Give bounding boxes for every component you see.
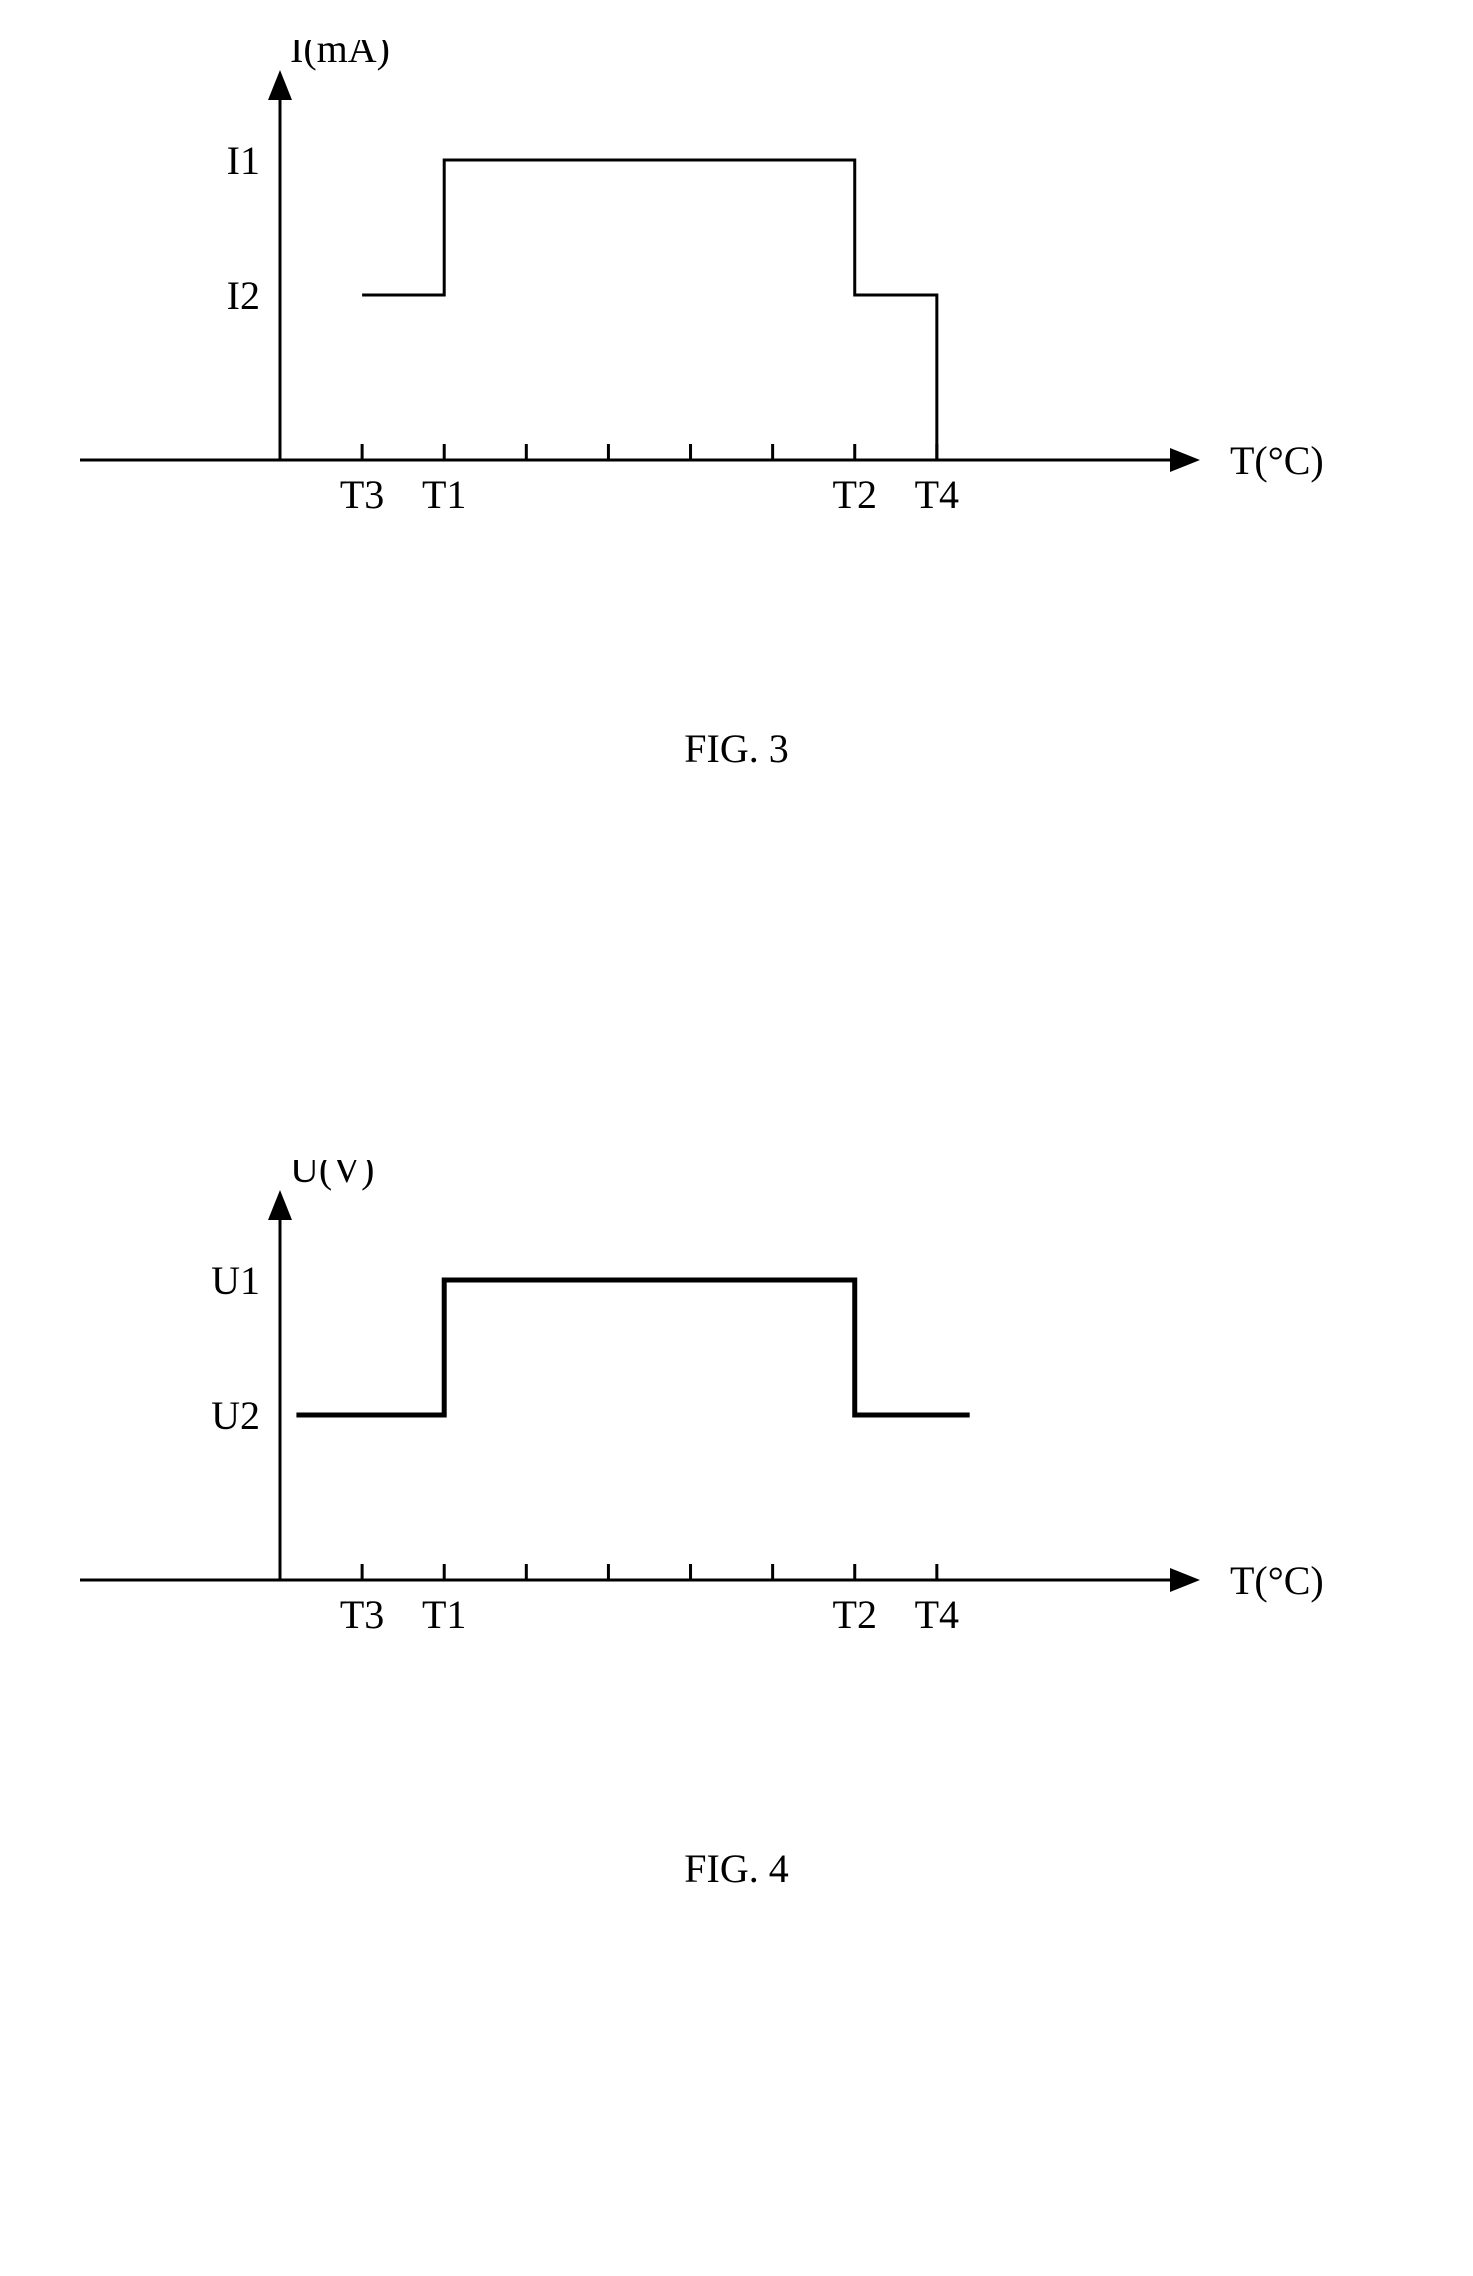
step-curve <box>362 160 937 460</box>
x-tick-label: T1 <box>422 472 466 517</box>
step-curve <box>296 1280 969 1415</box>
x-tick-label: T2 <box>833 1592 877 1637</box>
y-tick-label: I1 <box>227 138 260 183</box>
page: I(mA)T(°C)I1I2T3T1T2T4 FIG. 3 U(V)T(°C)U… <box>0 0 1473 2276</box>
x-tick-label: T3 <box>340 472 384 517</box>
figure-3: I(mA) T(°C) I1 I2 T3 T1 T2 T4 FIG. 3 <box>0 40 1473 772</box>
x-tick-label: T2 <box>833 472 877 517</box>
fig4-caption: FIG. 4 <box>0 1845 1473 1892</box>
y-tick-label: U2 <box>211 1393 260 1438</box>
y-tick-label: I2 <box>227 273 260 318</box>
x-axis-label: T(°C) <box>1230 1558 1324 1603</box>
fig3-chart: I(mA) T(°C) I1 I2 T3 T1 T2 T4 <box>0 40 1473 600</box>
x-tick-label: T4 <box>915 1592 959 1637</box>
y-axis-label: U(V) <box>290 1160 374 1191</box>
fig3-caption: FIG. 3 <box>0 725 1473 772</box>
x-tick-label: T3 <box>340 1592 384 1637</box>
fig4-chart: U(V) T(°C) U1 U2 T3 T1 T2 T4 <box>0 1160 1473 1720</box>
y-tick-label: U1 <box>211 1258 260 1303</box>
y-axis-label: I(mA) <box>290 40 390 71</box>
x-tick-label: T4 <box>915 472 959 517</box>
x-axis-label: T(°C) <box>1230 438 1324 483</box>
figure-4: U(V) T(°C) U1 U2 T3 T1 T2 T4 FIG. 4 <box>0 1160 1473 1892</box>
x-tick-label: T1 <box>422 1592 466 1637</box>
